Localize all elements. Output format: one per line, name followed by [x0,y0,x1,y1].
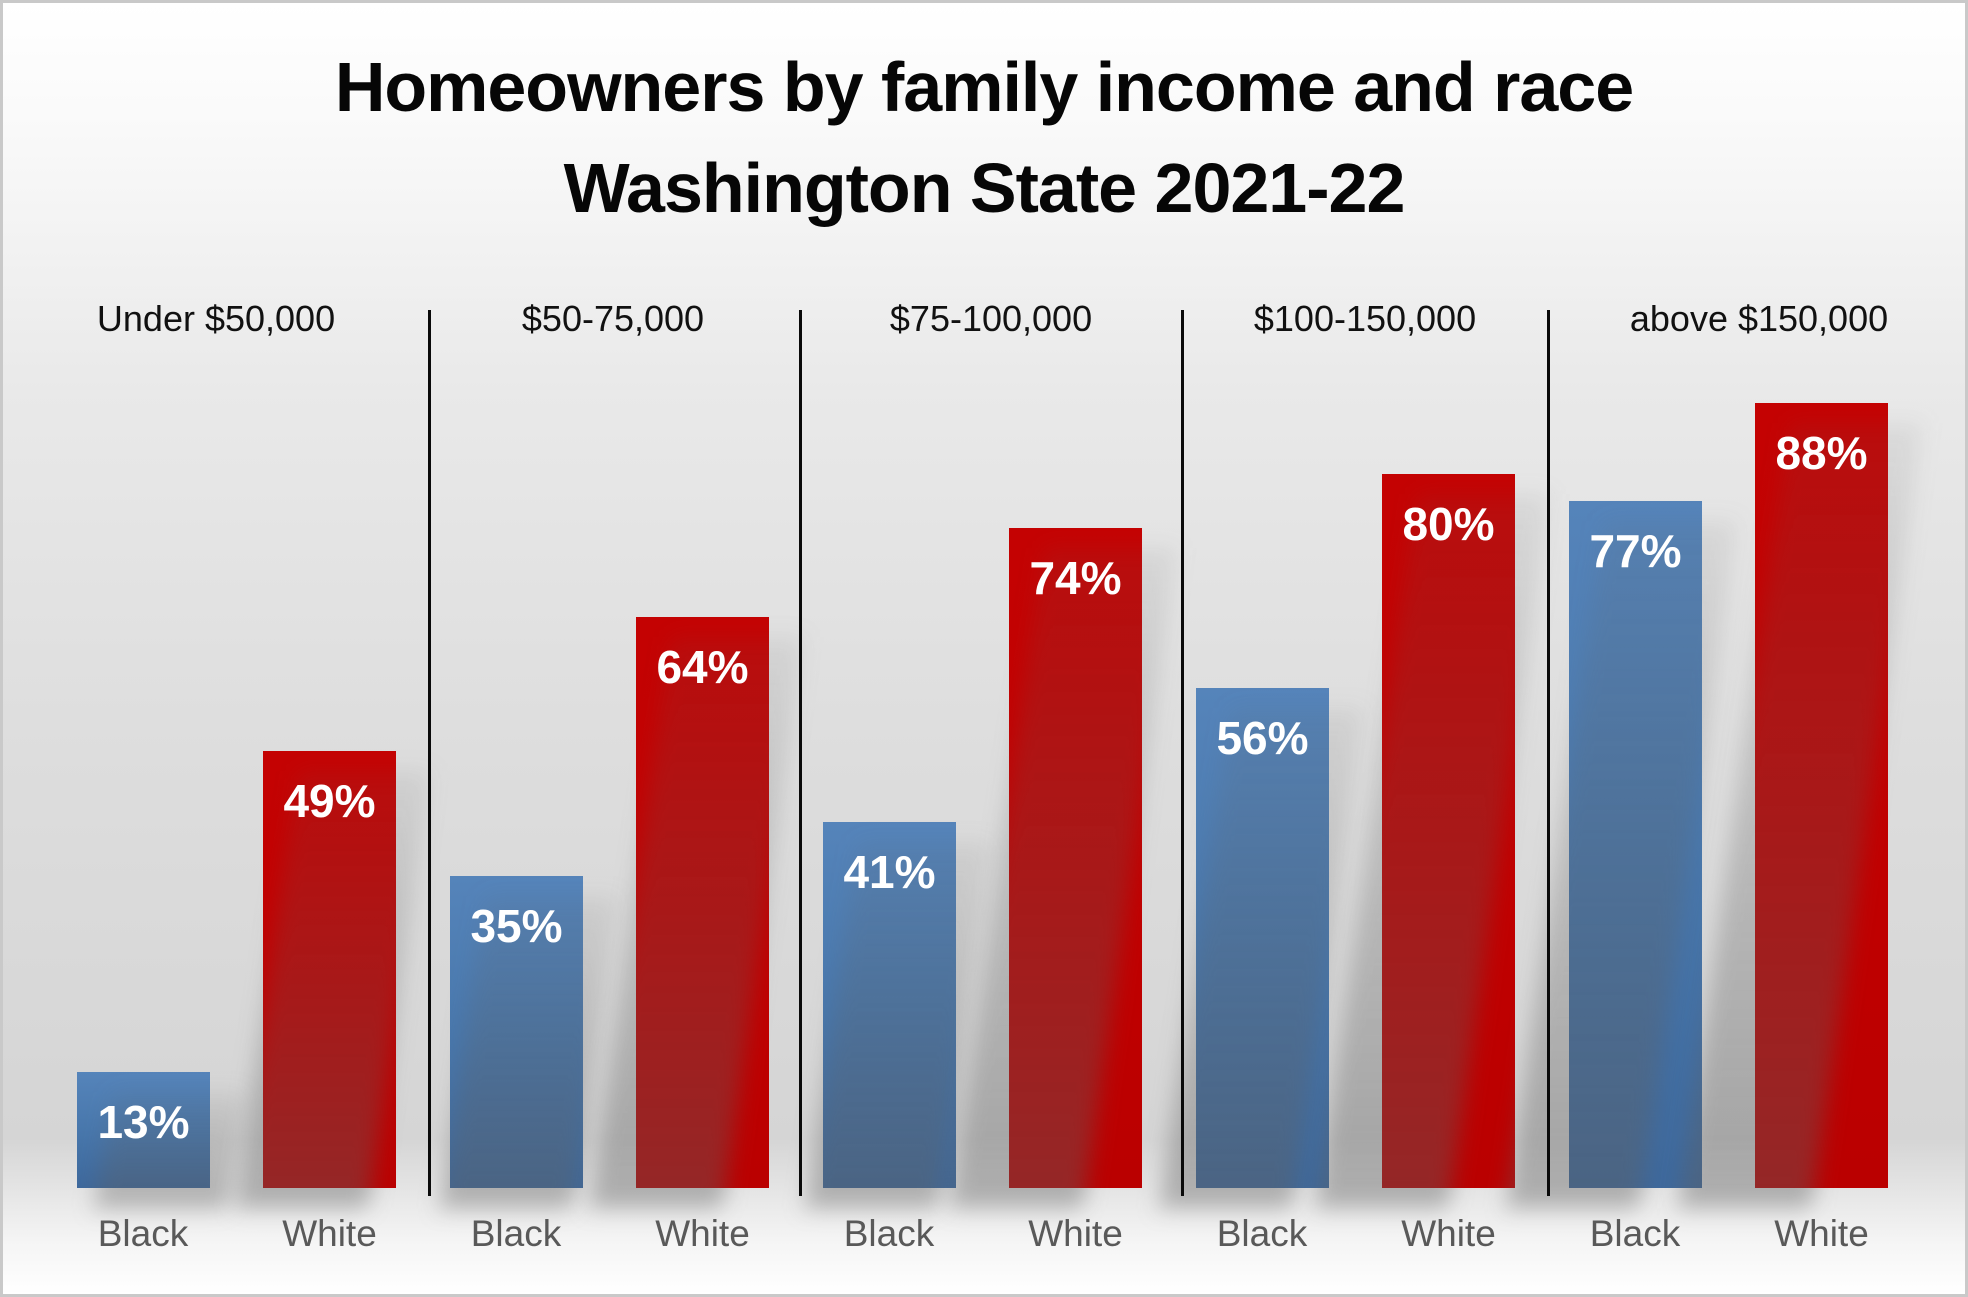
race-axis-label: Black [97,1213,189,1254]
group-label: $75-100,000 [889,298,1093,339]
bar-black: 35% [450,876,583,1188]
bar-white: 74% [1009,528,1142,1188]
title-line-1: Homeowners by family income and race [334,48,1634,126]
group-label: above $150,000 [1629,298,1889,339]
bar-white: 80% [1382,474,1515,1188]
bar-value-label: 56% [1216,712,1309,764]
group-label: $50-75,000 [521,298,705,339]
bar-value-label: 88% [1775,427,1868,479]
bar-value-label: 35% [470,900,563,952]
bar-black: 56% [1196,688,1329,1188]
bar-value-label: 74% [1029,552,1122,604]
bar-black: 41% [823,822,956,1188]
title-line-2: Washington State 2021-22 [563,149,1406,227]
bar-value-label: 80% [1402,498,1495,550]
race-axis-label: White [655,1213,750,1254]
bar-value-label: 49% [283,775,376,827]
race-axis-label: Black [1589,1213,1681,1254]
group-separator-line [1547,310,1550,1196]
bar-black: 13% [77,1072,210,1188]
bar-value-label: 41% [843,846,936,898]
bar-white: 88% [1755,403,1888,1188]
group-separator-line [799,310,802,1196]
race-axis-label: Black [470,1213,562,1254]
bar-black: 77% [1569,501,1702,1188]
bar-value-label: 13% [97,1096,190,1148]
group-separator-line [1181,310,1184,1196]
bar-white: 49% [263,751,396,1188]
race-axis-label: Black [843,1213,935,1254]
group-label: Under $50,000 [96,298,336,339]
bar-value-label: 77% [1589,525,1682,577]
group-label: $100-150,000 [1253,298,1477,339]
race-axis-label: White [1401,1213,1496,1254]
race-axis-label: White [282,1213,377,1254]
race-axis-label: White [1028,1213,1123,1254]
bar-value-label: 64% [656,641,749,693]
page-title: Homeowners by family income and race Was… [3,37,1965,239]
race-axis-label: Black [1216,1213,1308,1254]
group-separator-line [428,310,431,1196]
bar-white: 64% [636,617,769,1188]
race-axis-label: White [1774,1213,1869,1254]
